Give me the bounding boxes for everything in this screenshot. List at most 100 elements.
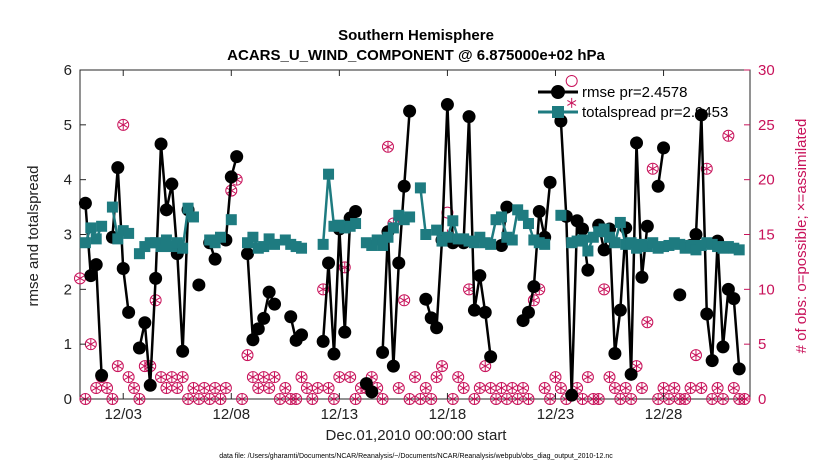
totalspread-point [96, 220, 108, 232]
obs-possible-marker [349, 393, 362, 405]
obs-assimilated-marker [129, 383, 139, 394]
obs-possible-marker [549, 371, 562, 384]
totalspread-point [269, 238, 281, 250]
totalspread-point [155, 241, 167, 253]
obs-possible-marker [392, 382, 405, 395]
rmse-point [327, 347, 341, 361]
obs-assimilated-marker [113, 361, 123, 372]
totalspread-point [582, 245, 594, 257]
totalspread-point [495, 211, 507, 223]
rmse-point [386, 359, 400, 373]
chart-subtitle: ACARS_U_WIND_COMPONENT @ 6.875000e+02 hP… [227, 47, 605, 64]
totalspread-point [733, 244, 745, 256]
obs-assimilated-marker [729, 383, 739, 394]
obs-assimilated-marker [404, 394, 415, 404]
obs-possible-marker [722, 129, 735, 142]
totalspread-point [79, 237, 91, 249]
obs-assimilated-marker [653, 394, 663, 404]
x-tick-label: 12/23 [537, 406, 575, 423]
rmse-point [727, 292, 741, 306]
totalspread-point [382, 231, 394, 243]
obs-possible-marker [668, 382, 681, 395]
obs-assimilated-marker [486, 383, 496, 394]
obs-possible-marker [398, 294, 411, 307]
obs-assimilated-marker [383, 141, 393, 152]
rmse-point [176, 344, 190, 358]
obs-possible-marker [517, 382, 530, 395]
totalspread-point [431, 224, 443, 236]
obs-assimilated-marker [334, 372, 344, 383]
obs-assimilated-marker [496, 383, 507, 394]
obs-possible-marker [268, 371, 281, 384]
rmse-point [154, 137, 168, 151]
y-tick-label: 2 [64, 281, 72, 298]
totalspread-point [577, 234, 588, 246]
rmse-point [424, 311, 438, 325]
rmse-point [89, 258, 103, 272]
rmse-point [613, 303, 627, 317]
obs-assimilated-marker [161, 383, 172, 394]
rmse-point [403, 104, 417, 118]
rmse-point [624, 367, 638, 381]
obs-assimilated-marker [691, 350, 701, 361]
totalspread-point [414, 182, 426, 194]
totalspread-point [160, 234, 172, 246]
obs-possible-marker [527, 294, 540, 307]
obs-possible-marker [598, 283, 611, 296]
obs-assimilated-marker [345, 372, 355, 383]
obs-assimilated-marker [269, 372, 280, 383]
legend: rmse pr=2.4578 totalspread pr=2.9453 [538, 84, 728, 121]
y-axis-label: rmse and totalspread [25, 166, 42, 307]
rmse-point [700, 307, 714, 321]
rmse-point [716, 340, 730, 354]
obs-possible-marker [122, 371, 135, 384]
totalspread-point [106, 201, 118, 213]
rmse-point [478, 305, 492, 319]
rmse-point [84, 269, 98, 283]
rmse-point [159, 203, 173, 217]
obs-assimilated-marker [410, 372, 420, 383]
rmse-point [521, 305, 535, 319]
totalspread-point [377, 239, 389, 251]
rmse-point [132, 341, 146, 355]
totalspread-point [258, 241, 270, 253]
rmse-point [322, 256, 336, 270]
obs-possible-marker [625, 393, 638, 405]
rmse-point [608, 346, 622, 360]
data-file-footnote: data file: /Users/gharamti/Documents/NCA… [219, 453, 613, 460]
totalspread-point [85, 222, 97, 234]
obs-assimilated-marker [307, 394, 317, 404]
obs-assimilated-marker [685, 383, 696, 394]
obs-possible-marker [581, 371, 594, 384]
obs-possible-marker [133, 393, 146, 405]
totalspread-point [555, 209, 567, 221]
obs-assimilated-marker [394, 383, 404, 394]
rmse-point [419, 292, 433, 306]
obs-assimilated-marker [567, 97, 577, 108]
obs-possible-marker [409, 371, 421, 384]
obs-assimilated-marker [723, 130, 733, 141]
obs-assimilated-marker [172, 383, 182, 394]
obs-possible-marker [295, 371, 308, 384]
obs-assimilated-marker [669, 383, 679, 394]
obs-assimilated-marker [480, 361, 490, 372]
totalspread-line [419, 187, 428, 235]
totalspread-point [187, 211, 199, 223]
totalspread-point [182, 202, 194, 214]
obs-assimilated-marker [523, 394, 534, 404]
rmse-point [95, 368, 109, 382]
obs-possible-marker [554, 382, 567, 395]
obs-possible-marker [376, 393, 389, 405]
rmse-point [732, 362, 746, 376]
obs-assimilated-marker [124, 372, 134, 383]
obs-assimilated-marker [583, 372, 593, 383]
obs-assimilated-marker [313, 383, 323, 394]
obs-possible-marker [457, 382, 470, 395]
obs-possible-marker [171, 382, 184, 395]
obs-assimilated-marker [507, 383, 517, 394]
totalspread-point [133, 248, 145, 260]
rmse-point [689, 228, 703, 241]
obs-assimilated-marker [453, 372, 463, 383]
rmse-point [565, 388, 579, 402]
